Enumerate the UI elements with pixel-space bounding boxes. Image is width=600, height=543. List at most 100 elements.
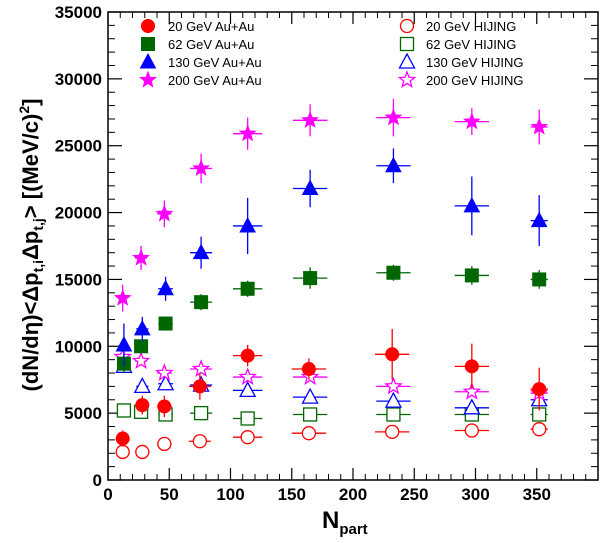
x-axis-title-main: N (322, 507, 339, 534)
data-point-20-gev-hijing (532, 422, 547, 437)
data-point-20-gev-hijing (385, 424, 400, 440)
data-point-200-gev-hijing (238, 367, 257, 385)
data-point-130-gev-au-au (463, 196, 481, 213)
data-point-200-gev-au-au (301, 110, 320, 128)
legend-marker (398, 52, 416, 69)
legend-marker (141, 37, 155, 51)
legend-label: 130 GeV Au+Au (168, 55, 262, 70)
x-tick-label: 250 (400, 485, 428, 504)
data-point-130-gev-hijing (301, 387, 319, 404)
x-tick-label: 50 (160, 485, 179, 504)
data-point-20-gev-au-au (135, 398, 150, 413)
data-point-200-gev-hijing (384, 376, 403, 395)
data-point-20-gev-au-au (240, 348, 255, 363)
series-62-gev-au-au (116, 264, 548, 374)
data-point-20-gev-au-au (385, 347, 400, 362)
y-tick-label: 20000 (55, 204, 102, 223)
y-tick-label: 30000 (55, 70, 102, 89)
y-axis-title-sub1: t,i (30, 260, 46, 272)
legend-marker (139, 70, 157, 88)
legend-marker (141, 19, 155, 33)
data-point-200-gev-au-au (192, 159, 211, 177)
y-axis-title-mid: Δp (18, 231, 43, 260)
data-point-62-gev-au-au (464, 268, 479, 283)
x-tick-label: 0 (103, 485, 112, 504)
data-point-130-gev-hijing (384, 391, 403, 408)
data-point-130-gev-au-au (301, 179, 319, 196)
data-point-62-gev-au-au (194, 295, 209, 310)
legend-label: 200 GeV HIJING (426, 73, 524, 88)
legend: 20 GeV Au+Au 62 GeV Au+Au 130 GeV Au+Au 200… (139, 18, 524, 88)
legend-label: 200 GeV Au+Au (168, 73, 262, 88)
data-point-200-gev-au-au (384, 108, 403, 126)
data-point-20-gev-hijing (135, 444, 150, 460)
data-point-20-gev-hijing (464, 423, 479, 438)
y-axis-title-sub2: t,j (30, 218, 46, 230)
data-point-20-gev-hijing (192, 434, 208, 449)
data-point-200-gev-hijing (155, 363, 174, 381)
y-tick-label: 35000 (55, 3, 102, 22)
y-axis-title-sup: 2 (16, 106, 32, 114)
x-tick-label: 300 (461, 485, 489, 504)
y-axis: 0 5000 10000 15000 20000 25000 30000 35000 (55, 3, 598, 490)
data-point-200-gev-au-au (155, 204, 174, 222)
data-point-62-gev-hijing (386, 407, 401, 422)
y-axis-title-close: ] (18, 99, 43, 106)
data-point-20-gev-hijing (115, 444, 130, 460)
series-130-gev-au-au (115, 148, 548, 367)
legend-label: 20 GeV Au+Au (168, 19, 254, 34)
data-point-200-gev-hijing (191, 359, 211, 377)
data-point-130-gev-hijing (133, 377, 151, 394)
data-point-130-gev-hijing (463, 398, 481, 415)
y-tick-label: 15000 (55, 270, 102, 289)
y-tick-label: 0 (93, 471, 102, 490)
data-point-62-gev-au-au (240, 281, 255, 296)
data-point-20-gev-au-au (192, 379, 207, 394)
series-62-gev-hijing (116, 403, 548, 426)
legend-label: 20 GeV HIJING (426, 19, 516, 34)
data-point-62-gev-au-au (303, 271, 318, 286)
legend-marker (399, 36, 415, 52)
data-point-62-gev-hijing (302, 407, 318, 422)
data-series-layer (113, 98, 549, 460)
x-tick-label: 200 (339, 485, 367, 504)
series-200-gev-au-au (113, 98, 549, 312)
data-point-200-gev-hijing (300, 367, 320, 385)
data-point-62-gev-au-au (158, 316, 173, 331)
data-point-200-gev-au-au (132, 248, 151, 266)
data-point-20-gev-hijing (240, 430, 255, 445)
data-point-130-gev-au-au (192, 243, 210, 260)
data-point-62-gev-hijing (240, 411, 255, 426)
x-tick-label: 100 (216, 485, 244, 504)
data-point-130-gev-au-au (385, 156, 402, 173)
data-point-20-gev-au-au (532, 382, 547, 397)
data-point-62-gev-au-au (532, 272, 547, 287)
data-point-130-gev-hijing (156, 374, 175, 391)
series-20-gev-hijing (115, 422, 548, 460)
legend-label: 62 GeV HIJING (426, 37, 516, 52)
x-tick-label: 350 (523, 485, 551, 504)
legend-label: 130 GeV HIJING (426, 55, 524, 70)
data-point-62-gev-hijing (116, 403, 132, 418)
data-point-130-gev-au-au (530, 211, 548, 228)
data-point-130-gev-hijing (239, 381, 257, 398)
data-point-62-gev-au-au (386, 265, 401, 280)
data-point-200-gev-hijing (131, 351, 151, 369)
data-point-62-gev-au-au (134, 339, 149, 354)
series-20-gev-au-au (115, 328, 548, 447)
legend-marker (399, 18, 415, 34)
data-point-20-gev-au-au (301, 362, 316, 377)
y-tick-label: 10000 (55, 337, 102, 356)
x-axis-title-subscript: part (339, 521, 367, 538)
legend-marker (397, 70, 417, 88)
series-200-gev-hijing (113, 347, 549, 402)
data-point-200-gev-au-au (530, 117, 549, 135)
x-tick-label: 150 (278, 485, 306, 504)
data-point-20-gev-au-au (464, 359, 479, 374)
y-tick-label: 5000 (64, 404, 102, 423)
data-point-20-gev-hijing (301, 426, 317, 441)
data-point-20-gev-hijing (157, 436, 172, 452)
y-tick-label: 25000 (55, 137, 102, 156)
data-point-200-gev-hijing (462, 381, 482, 400)
x-axis-title: Npart (322, 507, 368, 538)
